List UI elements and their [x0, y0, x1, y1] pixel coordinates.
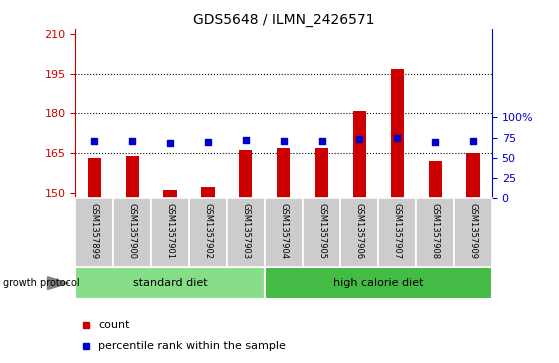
Bar — [454, 198, 492, 267]
Text: GSM1357908: GSM1357908 — [430, 203, 439, 259]
Text: count: count — [98, 321, 130, 330]
Text: GSM1357900: GSM1357900 — [128, 203, 137, 259]
Bar — [75, 267, 265, 299]
Text: GSM1357899: GSM1357899 — [90, 203, 99, 259]
Point — [241, 137, 250, 143]
Bar — [302, 198, 340, 267]
Bar — [429, 161, 442, 198]
Text: GSM1357906: GSM1357906 — [355, 203, 364, 259]
Point — [280, 138, 288, 144]
Bar — [151, 198, 189, 267]
Point — [393, 135, 402, 140]
Point — [468, 138, 477, 144]
Point — [203, 139, 212, 144]
Bar — [189, 198, 227, 267]
Bar — [126, 156, 139, 198]
Point — [355, 136, 364, 142]
Bar — [466, 153, 480, 198]
Bar — [315, 148, 328, 198]
Text: percentile rank within the sample: percentile rank within the sample — [98, 341, 286, 351]
Text: GSM1357907: GSM1357907 — [393, 203, 402, 259]
Bar — [353, 111, 366, 198]
Bar — [163, 190, 177, 198]
Text: standard diet: standard diet — [133, 278, 207, 288]
Title: GDS5648 / ILMN_2426571: GDS5648 / ILMN_2426571 — [193, 13, 375, 26]
Bar — [227, 198, 265, 267]
Point — [317, 138, 326, 144]
Text: GSM1357904: GSM1357904 — [279, 203, 288, 259]
Point — [128, 138, 137, 144]
Bar — [265, 267, 492, 299]
Text: GSM1357909: GSM1357909 — [468, 203, 477, 259]
Text: GSM1357902: GSM1357902 — [203, 203, 212, 259]
Text: GSM1357901: GSM1357901 — [165, 203, 174, 259]
Text: GSM1357903: GSM1357903 — [241, 203, 250, 259]
Text: high calorie diet: high calorie diet — [333, 278, 424, 288]
Point — [90, 138, 99, 144]
Point — [165, 140, 174, 146]
Bar — [239, 150, 253, 198]
Bar — [391, 69, 404, 198]
Bar — [416, 198, 454, 267]
Bar — [265, 198, 302, 267]
Polygon shape — [48, 277, 69, 290]
Bar — [277, 148, 290, 198]
Bar — [201, 187, 215, 198]
Text: GSM1357905: GSM1357905 — [317, 203, 326, 259]
Point — [430, 139, 439, 144]
Bar — [113, 198, 151, 267]
Bar — [88, 158, 101, 198]
Text: growth protocol: growth protocol — [3, 278, 79, 288]
Bar — [75, 198, 113, 267]
Bar — [378, 198, 416, 267]
Bar — [340, 198, 378, 267]
